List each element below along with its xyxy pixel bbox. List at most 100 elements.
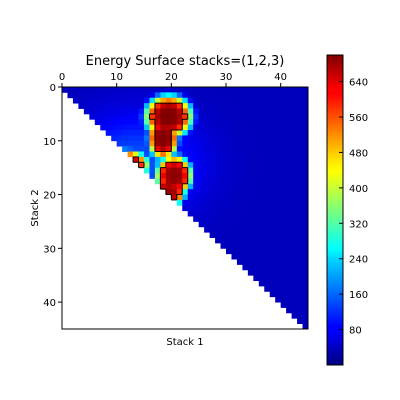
heatmap-cell <box>280 232 287 238</box>
heatmap-cell <box>198 199 205 206</box>
heatmap-cell <box>291 92 298 99</box>
heatmap-cell <box>176 87 183 93</box>
heatmap-cell <box>176 156 183 163</box>
heatmap-cell <box>275 194 282 201</box>
heatmap-cell <box>236 205 243 212</box>
heatmap-cell <box>291 135 298 142</box>
heatmap-cell <box>253 140 260 147</box>
heatmap-cell <box>187 87 194 93</box>
heatmap-cell <box>220 119 227 126</box>
heatmap-cell <box>171 151 178 158</box>
heatmap-cell <box>215 92 221 99</box>
heatmap-cell <box>187 189 194 195</box>
heatmap-cell <box>275 92 282 99</box>
heatmap-cell <box>165 156 172 163</box>
heatmap-cell <box>258 253 265 260</box>
heatmap-cell <box>247 97 254 104</box>
heatmap-cell <box>286 242 292 249</box>
heatmap-cell <box>182 189 189 195</box>
heatmap-cell <box>242 113 249 120</box>
heatmap-cell <box>94 92 101 99</box>
heatmap-cell <box>215 113 221 120</box>
heatmap-cell <box>160 146 167 152</box>
heatmap-cell <box>264 275 271 281</box>
heatmap-cell <box>247 232 254 238</box>
heatmap-cell <box>193 140 200 147</box>
heatmap-cell <box>291 199 298 206</box>
heatmap-cell <box>105 113 112 120</box>
heatmap-cell <box>187 210 194 217</box>
heatmap-cell <box>269 199 276 206</box>
heatmap-cell <box>286 178 292 185</box>
heatmap-cell <box>242 119 249 126</box>
heatmap-cell <box>204 199 210 206</box>
heatmap-cell <box>247 162 254 169</box>
heatmap-cell <box>236 194 243 201</box>
heatmap-cell <box>231 151 238 158</box>
heatmap-cell <box>258 162 265 169</box>
heatmap-cell <box>247 178 254 185</box>
heatmap-cell <box>236 130 243 136</box>
heatmap-cell <box>258 92 265 99</box>
heatmap-cell <box>286 173 292 179</box>
heatmap-cell <box>138 151 145 158</box>
heatmap-cell <box>242 162 249 169</box>
heatmap-cell <box>264 156 271 163</box>
heatmap-cell <box>182 194 189 201</box>
heatmap-cell <box>258 194 265 201</box>
heatmap-cell <box>302 119 309 126</box>
heatmap-cell <box>226 189 232 195</box>
heatmap-cell <box>105 124 112 131</box>
heatmap-cell <box>154 124 161 131</box>
heatmap-cell <box>215 232 221 238</box>
heatmap-cell <box>215 173 221 179</box>
heatmap-cell <box>280 259 287 265</box>
heatmap-cell <box>149 130 156 136</box>
heatmap-cell <box>258 97 265 104</box>
chart-title: Energy Surface stacks=(1,2,3) <box>86 54 285 69</box>
heatmap-cell <box>176 162 183 169</box>
heatmap-cell <box>154 87 161 93</box>
heatmap-cell <box>269 264 276 271</box>
heatmap-cell <box>144 103 150 109</box>
heatmap-cell <box>220 124 227 131</box>
heatmap-cell <box>247 87 254 93</box>
heatmap-cell <box>297 280 303 287</box>
heatmap-cell <box>144 156 150 163</box>
heatmap-cell <box>231 189 238 195</box>
heatmap-cell <box>258 226 265 233</box>
colorbar-tick-label: 160 <box>349 290 368 301</box>
heatmap-cell <box>275 151 282 158</box>
heatmap-cell <box>154 113 161 120</box>
heatmap-cell <box>264 135 271 142</box>
heatmap-cell <box>286 146 292 152</box>
heatmap-cell <box>116 92 123 99</box>
heatmap-cell <box>280 280 287 287</box>
heatmap-cell <box>226 248 232 255</box>
heatmap-cell <box>133 130 139 136</box>
heatmap-cell <box>149 156 156 163</box>
heatmap-cell <box>231 194 238 201</box>
heatmap-cell <box>247 199 254 206</box>
heatmap-cell <box>83 92 90 99</box>
heatmap-cell <box>111 92 118 99</box>
heatmap-cell <box>253 248 260 255</box>
heatmap-cell <box>193 183 200 190</box>
heatmap-cell <box>226 242 232 249</box>
heatmap-cell <box>280 253 287 260</box>
heatmap-cell <box>231 173 238 179</box>
heatmap-cell <box>280 97 287 104</box>
heatmap-cell <box>226 113 232 120</box>
heatmap-cell <box>236 216 243 222</box>
heatmap-cell <box>204 135 210 142</box>
heatmap-cell <box>231 140 238 147</box>
heatmap-cell <box>176 189 183 195</box>
heatmap-cell <box>231 130 238 136</box>
heatmap-cell <box>247 167 254 174</box>
heatmap-cell <box>193 146 200 152</box>
heatmap-cell <box>264 226 271 233</box>
heatmap-cell <box>297 248 303 255</box>
heatmap-cell <box>209 140 216 147</box>
x-tick-label: 20 <box>165 72 178 83</box>
